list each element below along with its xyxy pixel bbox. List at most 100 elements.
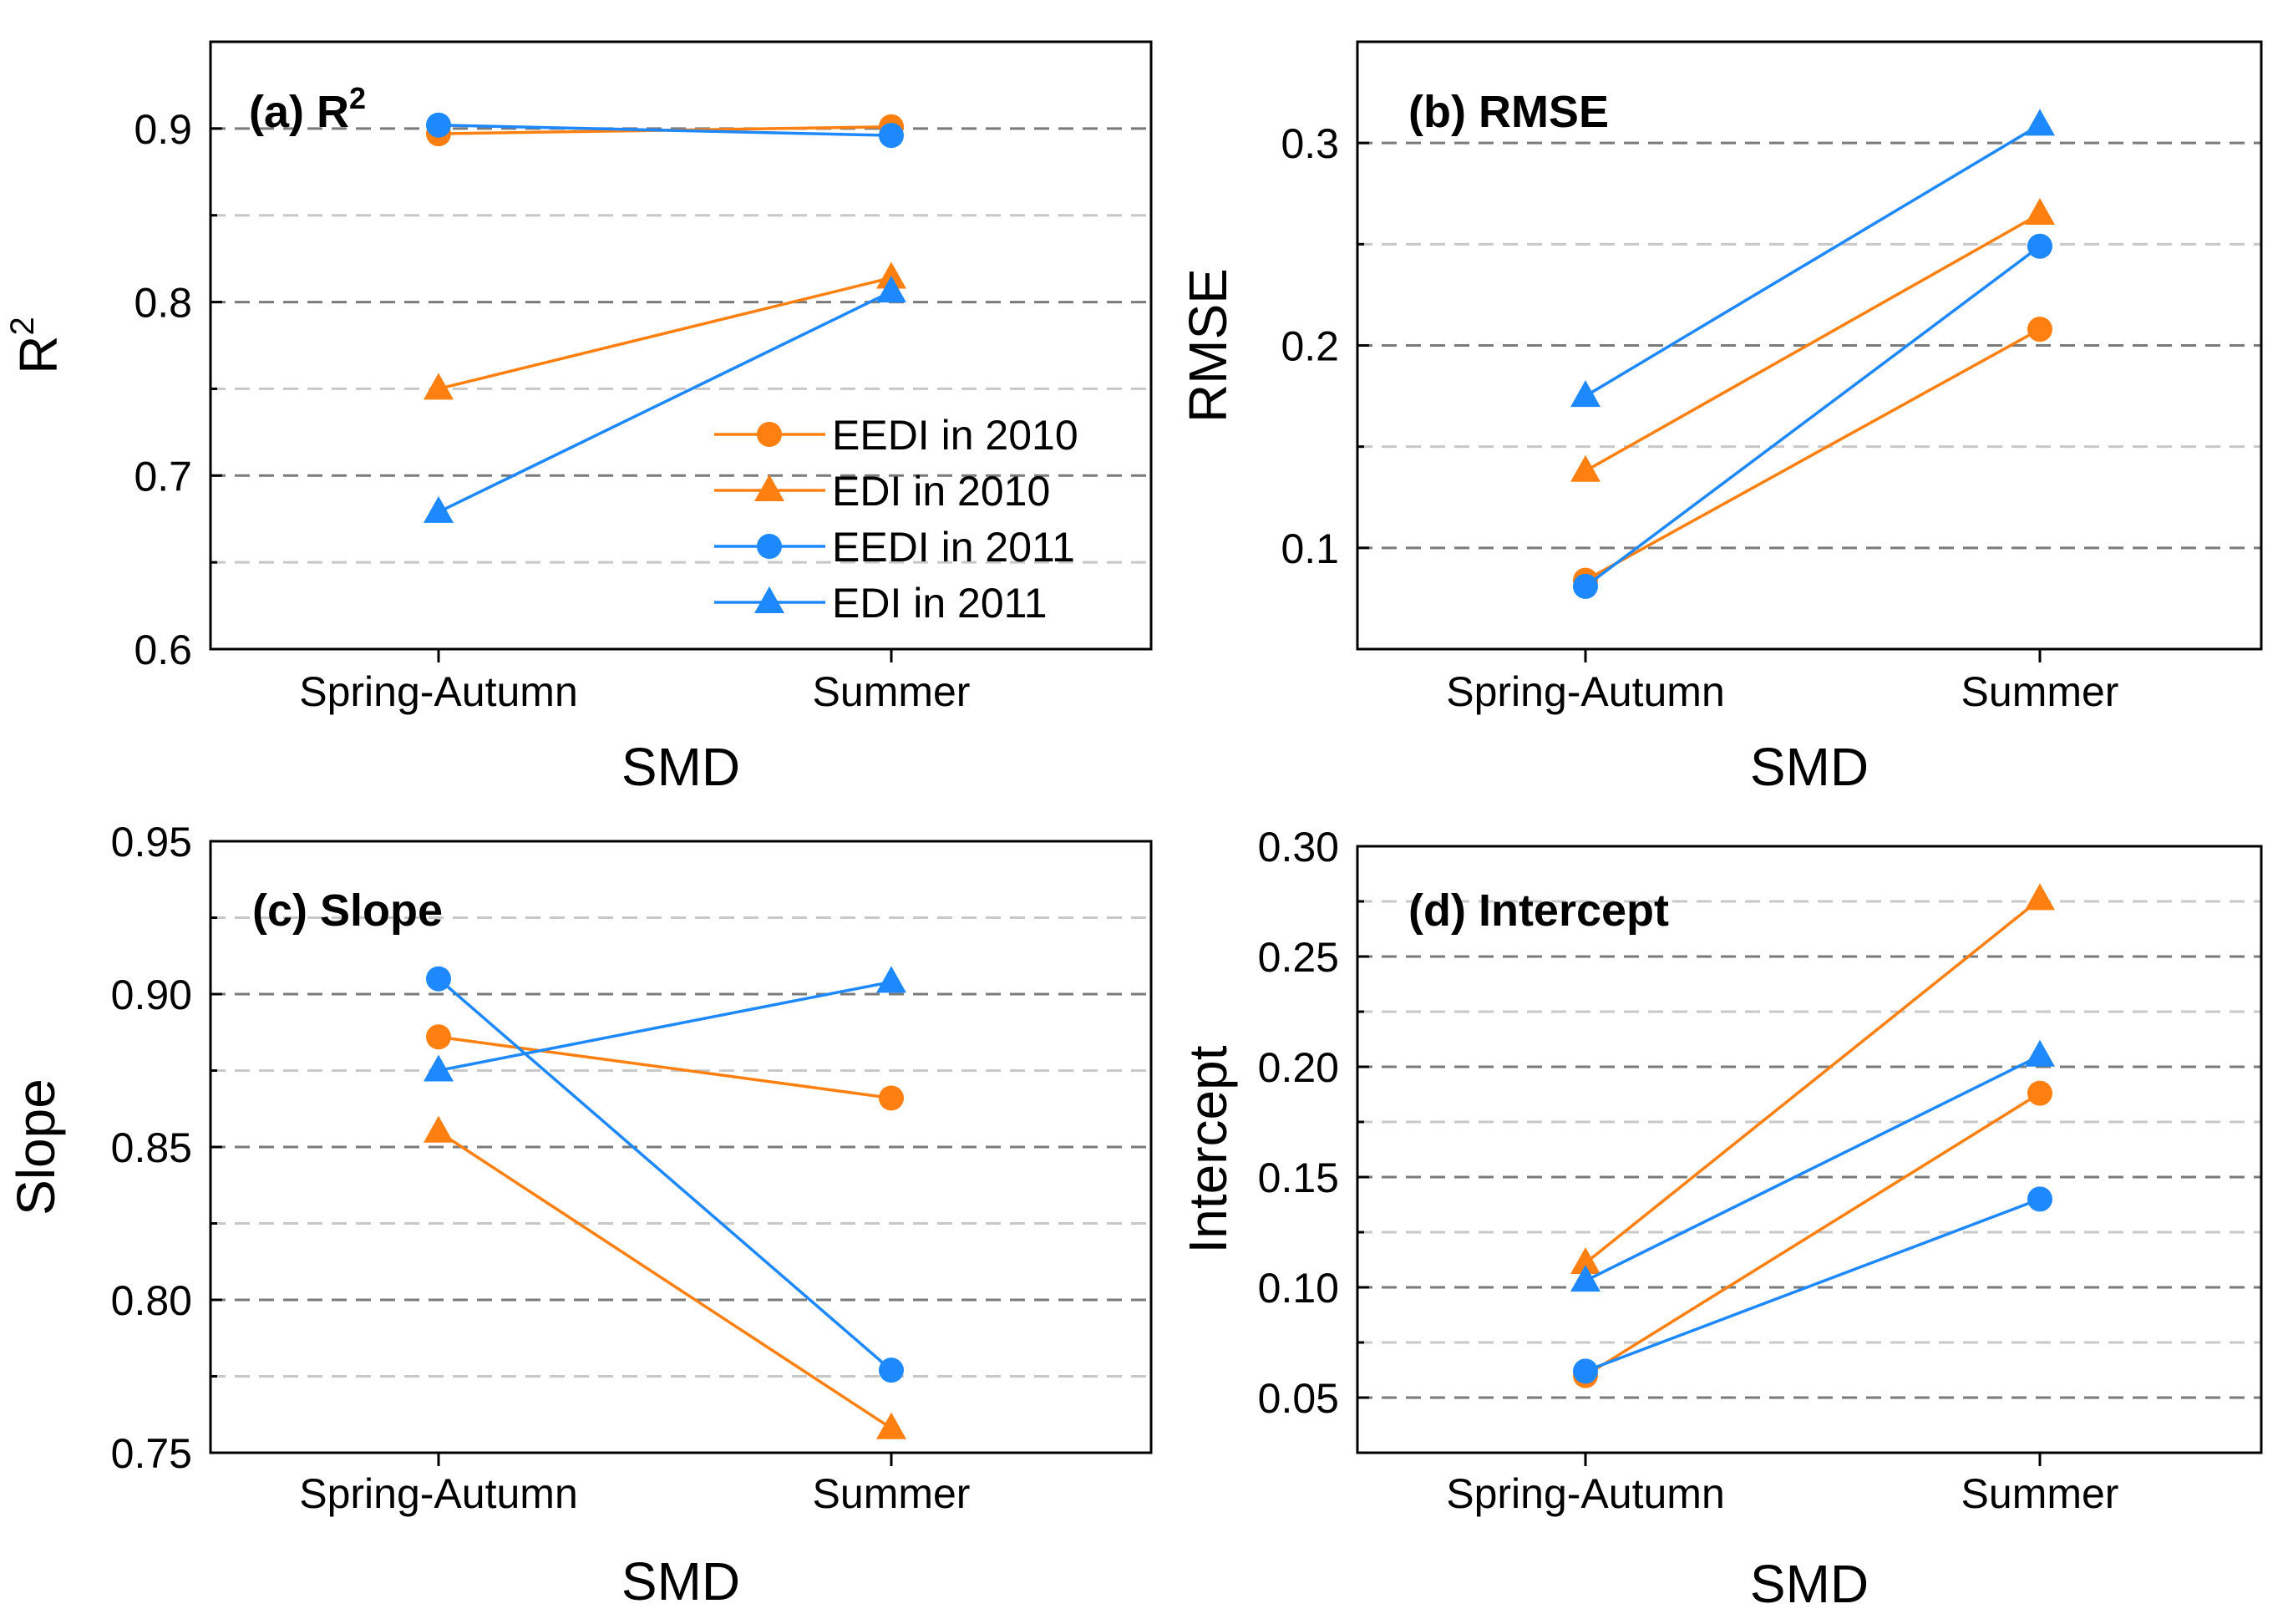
x-axis-label: SMD	[1750, 737, 1869, 797]
data-point-circle	[879, 123, 904, 149]
series-edi-in-2011	[1570, 1039, 2055, 1292]
series-line	[1585, 1092, 2041, 1378]
x-tick-label: Summer	[1961, 1470, 2119, 1517]
panel-title: (a) R2	[249, 81, 366, 137]
x-tick-label: Spring-Autumn	[299, 668, 578, 715]
y-tick-label: 0.10	[1258, 1265, 1339, 1312]
x-tick-label: Spring-Autumn	[299, 1470, 578, 1517]
data-point-triangle	[876, 276, 906, 303]
series-line	[1585, 123, 2041, 398]
y-tick-label: 0.30	[1258, 824, 1339, 870]
x-axis-label: SMD	[1750, 1554, 1869, 1614]
y-axis-label-text: R	[8, 336, 68, 374]
series-line	[438, 1035, 892, 1100]
series-line	[1584, 245, 2042, 588]
legend-label: EDI in 2010	[832, 468, 1050, 515]
panel-d: 0.05 0.10 0.15 0.20 0.25 0.30 Spring-Autumn Sum…	[1178, 824, 2263, 1614]
y-axis-label: R2	[4, 317, 68, 373]
series-eedi-in-2011	[426, 112, 904, 149]
plot-frame	[1356, 845, 2263, 1454]
data-point-circle	[1573, 1358, 1598, 1384]
panel-title-text: (a) R	[249, 87, 349, 137]
y-axis-label: RMSE	[1178, 268, 1238, 423]
y-tick-label: 0.90	[111, 972, 192, 1018]
legend-marker-circle	[757, 534, 782, 559]
data-point-triangle	[876, 261, 906, 289]
series-line	[1585, 212, 2041, 473]
legend-entry: EEDI in 2011	[714, 524, 1075, 571]
series-line	[438, 276, 892, 391]
data-point-circle	[879, 1358, 904, 1383]
y-tick-label: 0.9	[134, 106, 192, 153]
series-edi-in-2011	[1570, 109, 2055, 408]
data-point-circle	[426, 1024, 451, 1050]
panel-title-text: (d) Intercept	[1408, 886, 1669, 936]
data-point-circle	[2027, 233, 2052, 259]
legend-entry: EDI in 2011	[714, 580, 1048, 627]
y-tick-label: 0.1	[1281, 525, 1339, 572]
data-point-triangle	[876, 966, 906, 993]
series-line	[438, 1130, 892, 1430]
y-axis-label: Slope	[6, 1078, 66, 1215]
series-eedi-in-2011	[1573, 233, 2052, 599]
panel-c: 0.75 0.80 0.85 0.90 0.95 Spring-Autumn Summer S…	[6, 819, 1153, 1611]
data-point-circle	[2027, 1080, 2052, 1106]
data-point-triangle	[424, 373, 454, 400]
plot-frame	[209, 40, 1153, 651]
data-point-circle	[2027, 317, 2052, 343]
series-line	[438, 123, 892, 137]
y-tick-label: 0.2	[1281, 323, 1339, 370]
series-edi-in-2011	[424, 276, 906, 523]
series-line	[1585, 1054, 2041, 1282]
series-eedi-in-2011	[426, 966, 904, 1383]
data-point-triangle	[2025, 1039, 2055, 1067]
data-point-triangle	[2025, 883, 2055, 911]
panel-title: (d) Intercept	[1408, 886, 1669, 936]
series-eedi-in-2010	[426, 1024, 904, 1111]
series-line	[1584, 897, 2042, 1265]
panel-title-text: (b) RMSE	[1408, 87, 1609, 137]
legend-entry: EDI in 2010	[714, 468, 1050, 515]
legend-label: EDI in 2011	[832, 580, 1048, 627]
y-tick-label: 0.25	[1258, 934, 1339, 981]
x-axis-label: SMD	[621, 737, 740, 797]
data-point-triangle	[2025, 109, 2055, 136]
y-tick-label: 0.8	[134, 280, 192, 327]
legend-marker-triangle	[754, 586, 784, 613]
series-edi-in-2011	[424, 966, 906, 1082]
series-edi-in-2010	[424, 1115, 906, 1439]
data-point-circle	[2027, 1186, 2052, 1212]
y-tick-label: 0.05	[1258, 1375, 1339, 1422]
x-tick-label: Summer	[813, 668, 971, 715]
y-tick-label: 0.20	[1258, 1044, 1339, 1091]
y-tick-label: 0.15	[1258, 1155, 1339, 1201]
y-tick-label: 0.3	[1281, 120, 1339, 167]
x-tick-label: Spring-Autumn	[1446, 1470, 1725, 1517]
data-point-triangle	[424, 1054, 454, 1082]
series-eedi-in-2010	[1573, 1080, 2052, 1388]
legend-marker-circle	[757, 422, 782, 447]
y-tick-label: 0.95	[111, 819, 192, 865]
x-tick-label: Summer	[1961, 668, 2119, 715]
panel-title-superscript: 2	[349, 81, 366, 115]
data-point-triangle	[1570, 380, 1601, 408]
legend-label: EEDI in 2010	[832, 412, 1078, 459]
data-point-triangle	[1570, 1265, 1601, 1292]
data-point-circle	[879, 1085, 904, 1111]
data-point-circle	[426, 966, 451, 992]
y-axis-label: Intercept	[1178, 1045, 1238, 1253]
data-point-circle	[426, 112, 451, 138]
series-line	[1585, 1197, 2041, 1373]
series-line	[1585, 327, 2041, 582]
data-point-triangle	[876, 1412, 906, 1439]
panel-title: (c) Slope	[252, 886, 443, 936]
series-edi-in-2010	[1570, 883, 2055, 1274]
panel-title: (b) RMSE	[1408, 87, 1609, 137]
panel-title-text: (c) Slope	[252, 886, 443, 936]
x-tick-label: Spring-Autumn	[1446, 668, 1725, 715]
legend-marker-triangle	[754, 475, 784, 501]
y-axis-label-text: Intercept	[1178, 1045, 1238, 1253]
panel-b: 0.1 0.2 0.3 Spring-Autumn Summer SMD RMSE (b) R…	[1178, 40, 2263, 797]
series-line	[438, 980, 892, 1073]
